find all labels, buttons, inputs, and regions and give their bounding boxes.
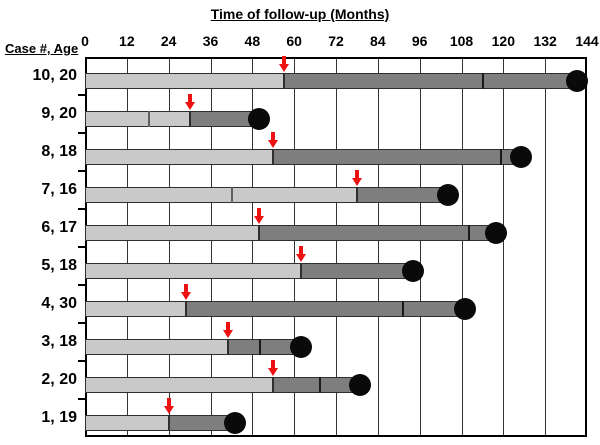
x-tick-label: 48 xyxy=(244,33,261,49)
row-label: 5, 18 xyxy=(41,257,77,274)
bar-segment-dark xyxy=(273,377,361,393)
row-label: 7, 16 xyxy=(41,181,77,198)
gridline xyxy=(252,59,254,435)
x-tick-label: 0 xyxy=(81,33,89,49)
bar-segment-light xyxy=(85,263,302,279)
red-arrow-marker xyxy=(163,398,175,414)
x-tick-label: 24 xyxy=(160,33,177,49)
dark-divider xyxy=(468,225,471,241)
row-label: 10, 20 xyxy=(32,67,77,84)
red-arrow-marker xyxy=(267,132,279,148)
x-tick-label: 108 xyxy=(449,33,474,49)
end-of-followup-circle xyxy=(453,298,476,320)
red-arrow-marker xyxy=(295,246,307,262)
y-axis-tick xyxy=(78,360,85,362)
bar-segment-dark xyxy=(273,149,521,165)
bar-segment-light xyxy=(85,187,357,203)
gridline xyxy=(377,59,379,435)
red-arrow-marker xyxy=(180,284,192,300)
plot-area xyxy=(85,56,588,437)
row-label: 9, 20 xyxy=(41,105,77,122)
bar-segment-light xyxy=(85,339,228,355)
x-tick-label: 120 xyxy=(491,33,516,49)
y-axis-tick xyxy=(78,246,85,248)
end-of-followup-circle xyxy=(349,374,372,396)
dark-divider xyxy=(499,149,502,165)
x-tick-label: 144 xyxy=(575,33,599,49)
end-of-followup-circle xyxy=(401,260,424,282)
bar-segment-light xyxy=(85,73,284,89)
bar-segment-light xyxy=(85,225,260,241)
gridline xyxy=(126,59,128,435)
y-axis-tick xyxy=(78,208,85,210)
bar-segment-dark xyxy=(301,263,413,279)
light-divider xyxy=(147,111,150,127)
y-axis-tick xyxy=(78,398,85,400)
gridline xyxy=(545,59,547,435)
red-arrow-marker xyxy=(267,360,279,376)
row-label: 3, 18 xyxy=(41,333,77,350)
end-of-followup-circle xyxy=(248,108,271,130)
gridline xyxy=(336,59,337,435)
dark-divider xyxy=(318,377,321,393)
gridline xyxy=(168,59,170,435)
x-tick-label: 84 xyxy=(370,33,386,49)
end-of-followup-circle xyxy=(436,184,459,206)
end-of-followup-circle xyxy=(485,222,508,244)
x-tick-label: 36 xyxy=(202,33,219,49)
y-axis-tick xyxy=(78,322,85,324)
x-tick-label: 60 xyxy=(286,33,302,49)
light-divider xyxy=(231,187,234,203)
x-tick-label: 96 xyxy=(411,33,428,49)
bar-segment-dark xyxy=(283,73,577,89)
red-arrow-marker xyxy=(351,170,363,186)
red-arrow-marker xyxy=(253,208,265,224)
red-arrow-marker xyxy=(184,94,196,110)
chart-title: Time of follow-up (Months) xyxy=(210,6,390,22)
x-tick-label: 12 xyxy=(119,33,135,49)
bar-segment-dark xyxy=(356,187,448,203)
bar-segment-light xyxy=(85,415,169,431)
row-label: 4, 30 xyxy=(41,295,77,312)
dark-divider xyxy=(402,301,405,317)
bar-segment-light xyxy=(85,111,190,127)
dark-divider xyxy=(482,73,485,89)
red-arrow-marker xyxy=(278,56,290,72)
y-axis-header: Case #, Age xyxy=(5,41,79,56)
x-tick-label: 72 xyxy=(328,33,344,49)
gridline xyxy=(461,59,463,435)
row-label: 6, 17 xyxy=(41,219,77,236)
gridline xyxy=(503,59,505,435)
row-label: 1, 19 xyxy=(41,409,77,426)
gridline xyxy=(419,59,421,435)
y-axis-tick xyxy=(78,284,85,286)
bar-segment-light xyxy=(85,377,274,393)
gridline xyxy=(294,59,296,435)
bar-segment-dark xyxy=(259,225,497,241)
row-label: 8, 18 xyxy=(41,143,77,160)
end-of-followup-circle xyxy=(223,412,246,434)
dark-divider xyxy=(259,339,262,355)
bar-segment-dark xyxy=(186,301,465,317)
bar-segment-light xyxy=(85,301,187,317)
end-of-followup-circle xyxy=(290,336,313,358)
y-axis-tick xyxy=(78,132,85,134)
red-arrow-marker xyxy=(222,322,234,338)
y-axis-tick xyxy=(78,170,85,172)
bar-segment-light xyxy=(85,149,274,165)
gridline xyxy=(210,59,212,435)
end-of-followup-circle xyxy=(509,146,532,168)
y-axis-tick xyxy=(78,94,85,96)
end-of-followup-circle xyxy=(565,70,588,92)
x-tick-label: 132 xyxy=(533,33,557,49)
row-label: 2, 20 xyxy=(41,371,77,388)
